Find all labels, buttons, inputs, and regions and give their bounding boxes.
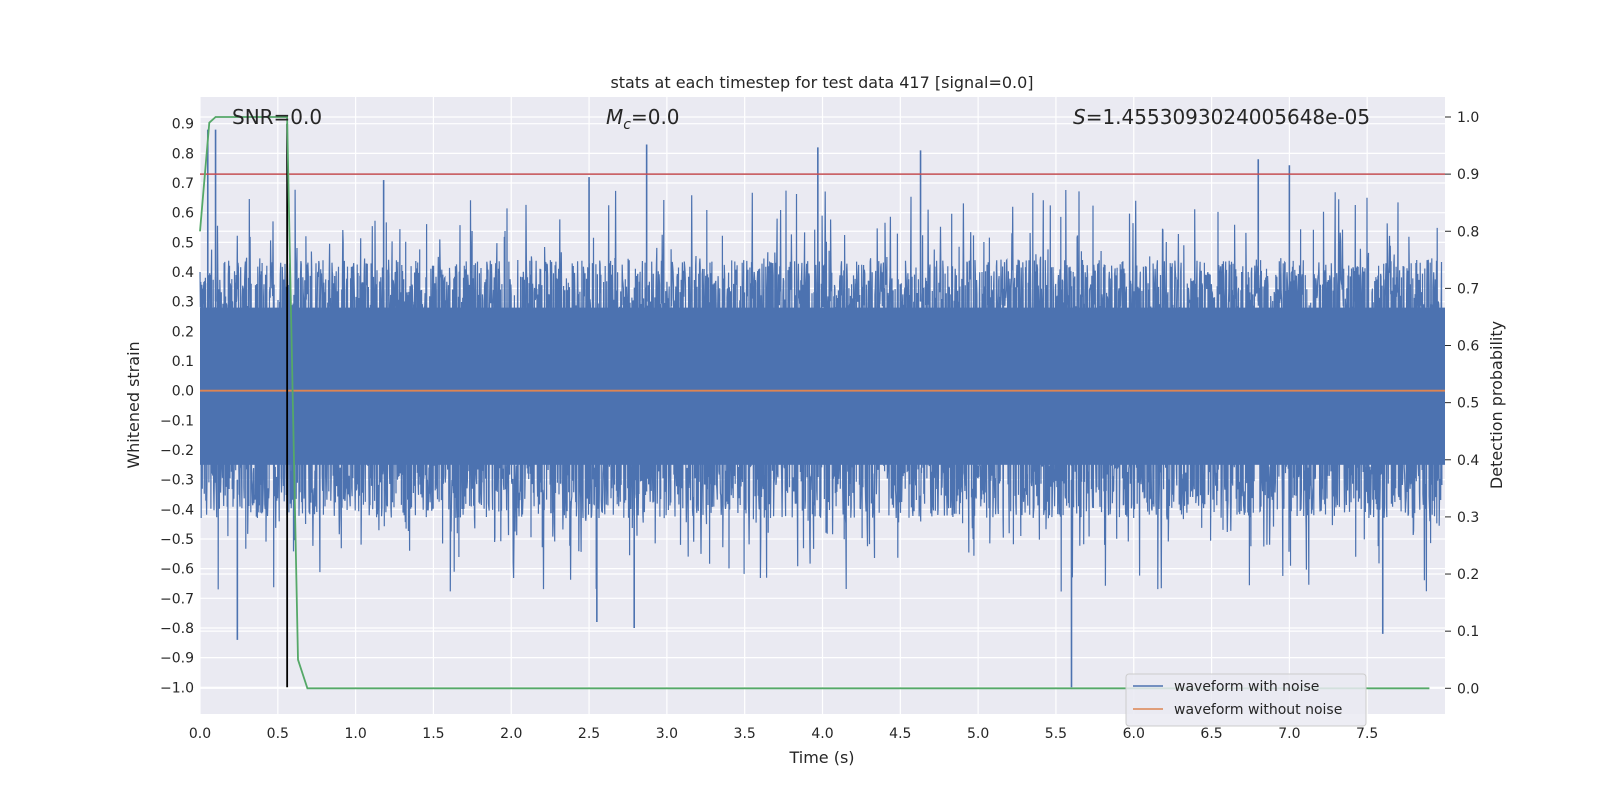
y-tick-label: 0.9 — [172, 117, 194, 133]
y-tick-label: −0.4 — [160, 502, 194, 518]
y-tick-label: −0.3 — [160, 473, 194, 489]
y2-tick-label: 0.9 — [1457, 167, 1479, 183]
series-detection-probability — [199, 116, 1430, 690]
x-axis-label: Time (s) — [788, 748, 854, 767]
y2-tick-label: 0.4 — [1457, 453, 1479, 469]
y-tick-label: 0.7 — [172, 176, 194, 192]
y-tick-label: 0.6 — [172, 206, 194, 222]
x-tick-label: 1.0 — [344, 726, 366, 742]
x-tick-label: 1.5 — [422, 726, 444, 742]
legend-box — [1125, 673, 1367, 727]
axis-ticks: 0.0 0.5 1.0 1.5 2.0 2.5 3.0 3.5 4.0 4.5 5.0 5.5 6.0 6… — [160, 110, 1479, 742]
y2-axis-label: Detection probability — [1487, 321, 1506, 489]
chirp-mass-subscript: c — [623, 117, 631, 133]
y-tick-label: 0.4 — [172, 265, 194, 281]
x-tick-label: 4.0 — [811, 726, 833, 742]
y2-tick-label: 0.6 — [1457, 339, 1479, 355]
y2-tick-label: 0.1 — [1457, 624, 1479, 640]
chirp-mass-annotation: Mc=0.0 — [606, 105, 680, 133]
y-tick-label: −0.1 — [160, 413, 194, 429]
x-tick-label: 3.5 — [734, 726, 756, 742]
y2-tick-label: 0.2 — [1457, 567, 1479, 583]
y-tick-label: 0.1 — [172, 354, 194, 370]
x-tick-label: 5.5 — [1045, 726, 1067, 742]
s-statistic-annotation: S=1.4553093024005648e-05 — [1073, 105, 1370, 129]
y-tick-label: −0.7 — [160, 591, 194, 607]
y-tick-label: −0.2 — [160, 443, 194, 459]
noise-core-band — [200, 307, 1445, 465]
y2-tick-label: 0.7 — [1457, 281, 1479, 297]
y-tick-label: −1.0 — [160, 680, 194, 696]
x-tick-label: 2.0 — [500, 726, 522, 742]
s-statistic-value: =1.4553093024005648e-05 — [1086, 105, 1370, 129]
y-tick-label: 0.0 — [172, 384, 194, 400]
chirp-mass-symbol: M — [606, 105, 623, 129]
y2-tick-label: 0.5 — [1457, 396, 1479, 412]
legend-label-clean: waveform without noise — [1174, 702, 1342, 718]
x-tick-label: 2.5 — [578, 726, 600, 742]
snr-annotation: SNR=0.0 — [232, 105, 322, 129]
x-tick-label: 0.5 — [267, 726, 289, 742]
legend-label-noise: waveform with noise — [1174, 679, 1319, 695]
y-tick-label: 0.5 — [172, 235, 194, 251]
series-waveform-with-noise — [199, 129, 1445, 688]
x-tick-label: 0.0 — [189, 726, 211, 742]
y-tick-label: −0.8 — [160, 621, 194, 637]
overlay-lines — [199, 116, 1445, 690]
y-tick-label: −0.5 — [160, 532, 194, 548]
y-tick-label: 0.2 — [172, 324, 194, 340]
y2-tick-label: 0.0 — [1457, 681, 1479, 697]
x-tick-label: 3.0 — [656, 726, 678, 742]
y-tick-label: 0.3 — [172, 295, 194, 311]
y-tick-label: −0.9 — [160, 651, 194, 667]
legend: waveform with noise waveform without noi… — [1125, 673, 1367, 727]
chart-title: stats at each timestep for test data 417… — [610, 73, 1033, 92]
x-tick-label: 7.0 — [1278, 726, 1300, 742]
y-axis-label: Whitened strain — [124, 341, 143, 468]
chirp-mass-value: =0.0 — [631, 105, 680, 129]
y2-tick-label: 0.3 — [1457, 510, 1479, 526]
x-tick-label: 7.5 — [1356, 726, 1378, 742]
y2-tick-label: 0.8 — [1457, 224, 1479, 240]
noise-trace — [199, 189, 1443, 592]
y-tick-label: −0.6 — [160, 562, 194, 578]
x-tick-label: 6.5 — [1200, 726, 1222, 742]
s-statistic-symbol: S — [1073, 105, 1086, 129]
y-tick-label: 0.8 — [172, 146, 194, 162]
x-tick-label: 6.0 — [1123, 726, 1145, 742]
x-tick-label: 5.0 — [967, 726, 989, 742]
y2-tick-label: 1.0 — [1457, 110, 1479, 126]
x-tick-label: 4.5 — [889, 726, 911, 742]
